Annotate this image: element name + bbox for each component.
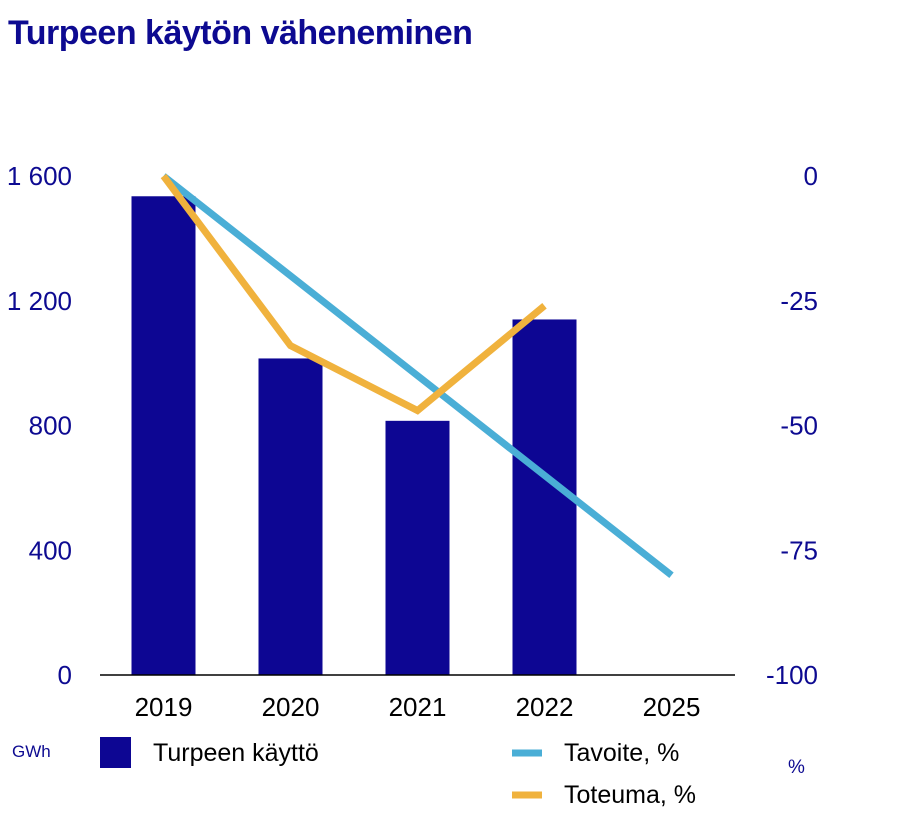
bar-2019 xyxy=(131,196,196,675)
right-axis-tick-labels: -100 -75 -50 -25 0 xyxy=(766,161,818,690)
legend-label-toteuma: Toteuma, % xyxy=(564,781,696,809)
category-label: 2025 xyxy=(643,692,701,722)
left-tick-label: 800 xyxy=(29,411,72,441)
right-tick-label: -75 xyxy=(780,535,818,565)
right-axis-unit-label: % xyxy=(788,757,805,778)
right-tick-label: 0 xyxy=(804,161,818,191)
category-label: 2020 xyxy=(262,692,320,722)
category-label: 2021 xyxy=(389,692,447,722)
chart-title: Turpeen käytön väheneminen xyxy=(8,14,473,52)
legend: Turpeen käyttö Tavoite, % Toteuma, % xyxy=(100,737,696,809)
right-tick-label: -25 xyxy=(780,286,818,316)
line-toteuma xyxy=(160,173,547,415)
left-tick-label: 400 xyxy=(29,535,72,565)
legend-label-tavoite: Tavoite, % xyxy=(564,739,679,767)
lines-layer xyxy=(160,173,674,578)
right-tick-label: -50 xyxy=(780,411,818,441)
legend-swatch-turpeen-kaytto xyxy=(100,737,131,768)
category-label: 2022 xyxy=(516,692,574,722)
right-tick-label: -100 xyxy=(766,660,818,690)
bar-2021 xyxy=(385,420,450,675)
line-tavoite xyxy=(161,173,674,578)
left-tick-label: 1 200 xyxy=(7,286,72,316)
x-axis-category-labels: 2019 2020 2021 2022 2025 xyxy=(135,692,701,722)
left-axis-unit-label: GWh xyxy=(12,742,51,761)
left-tick-label: 1 600 xyxy=(7,161,72,191)
left-tick-label: 0 xyxy=(58,660,72,690)
category-label: 2019 xyxy=(135,692,193,722)
legend-label-turpeen-kaytto: Turpeen käyttö xyxy=(153,739,319,767)
bar-2022 xyxy=(512,319,577,675)
bars-layer xyxy=(131,196,577,675)
bar-2020 xyxy=(258,358,323,675)
left-axis-tick-labels: 0 400 800 1 200 1 600 xyxy=(7,161,72,690)
